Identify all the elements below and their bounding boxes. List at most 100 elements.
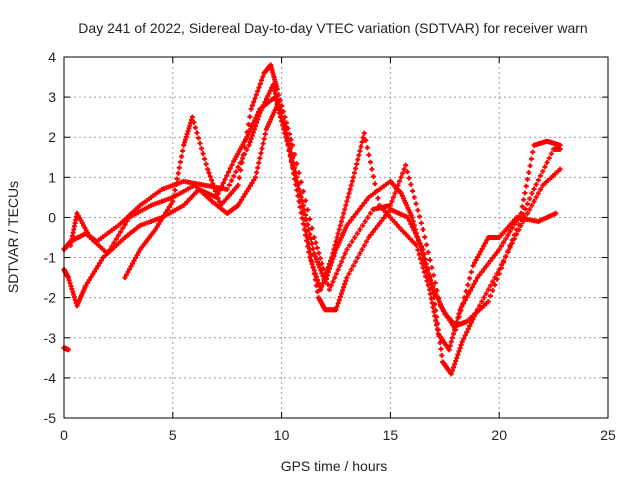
data-point [432,313,438,319]
data-point [416,251,422,257]
data-point [355,157,361,163]
data-point [191,119,197,125]
data-point [285,125,291,131]
data-point [307,216,313,222]
data-point [463,288,469,294]
data-point [411,227,417,233]
data-point [485,299,491,305]
data-point [487,258,493,264]
data-point [522,190,528,196]
data-point [505,232,511,238]
data-point [249,180,255,186]
data-point [434,322,440,328]
data-point [423,261,429,267]
data-point [344,198,350,204]
data-point [473,278,479,284]
data-point [315,259,321,265]
data-point [303,232,309,238]
data-point [406,175,412,181]
data-point [472,260,478,266]
data-point [467,287,473,293]
data-point [283,134,289,140]
y-tick-label: -3 [44,330,57,346]
data-point [65,347,71,353]
data-point [244,188,250,194]
data-point [338,218,344,224]
data-point [168,201,174,207]
data-point [357,148,363,154]
data-point [250,120,256,126]
data-point [353,259,359,265]
data-point [266,91,272,97]
data-point [393,186,399,192]
data-point [363,239,369,245]
data-point [478,249,484,255]
data-point [154,224,160,230]
data-point [457,345,463,351]
data-point [460,301,466,307]
data-point [468,320,474,326]
data-point [533,182,539,188]
data-point [542,164,548,170]
data-point [312,271,318,277]
data-point [452,361,458,367]
data-point [423,273,429,279]
data-point [262,131,268,137]
data-point [317,255,323,261]
data-point [120,225,126,231]
data-point [487,283,493,289]
data-point [358,143,364,149]
data-point [314,245,320,251]
data-point [471,281,477,287]
data-point [272,94,278,100]
data-point [258,150,264,156]
data-point [310,264,316,270]
data-point [492,252,498,258]
data-point [324,267,330,273]
data-point [529,202,535,208]
data-point [431,309,437,315]
data-point [363,197,369,203]
data-point [248,106,254,112]
data-point [288,137,294,143]
data-point [516,227,522,233]
data-point [451,364,457,370]
data-point [434,326,440,332]
data-point [124,218,130,224]
data-point [329,255,335,261]
data-point [374,223,380,229]
data-point [319,261,325,267]
data-point [165,207,171,213]
data-point [540,168,546,174]
data-point [395,182,401,188]
data-point [194,130,200,136]
data-point [390,194,396,200]
x-tick-label: 25 [600,427,616,443]
data-point [276,110,282,116]
series-track-5 [122,62,559,333]
data-point [503,236,509,242]
data-point [326,261,332,267]
data-point [288,159,294,165]
data-point [410,188,416,194]
y-tick-label: 2 [48,129,56,145]
data-point [133,255,139,261]
data-point [122,222,128,228]
data-point [434,287,440,293]
data-point [335,300,341,306]
data-point [219,184,225,190]
data-point [161,212,167,218]
data-point [176,165,182,171]
data-point [109,243,115,249]
data-point [322,271,328,277]
data-point [419,260,425,266]
data-point [433,318,439,324]
data-point [156,221,162,227]
data-point [294,187,300,193]
data-point [263,96,269,102]
data-point [247,114,253,120]
data-point [220,180,226,186]
data-point [476,251,482,257]
data-point [246,142,252,148]
data-point [226,182,232,188]
